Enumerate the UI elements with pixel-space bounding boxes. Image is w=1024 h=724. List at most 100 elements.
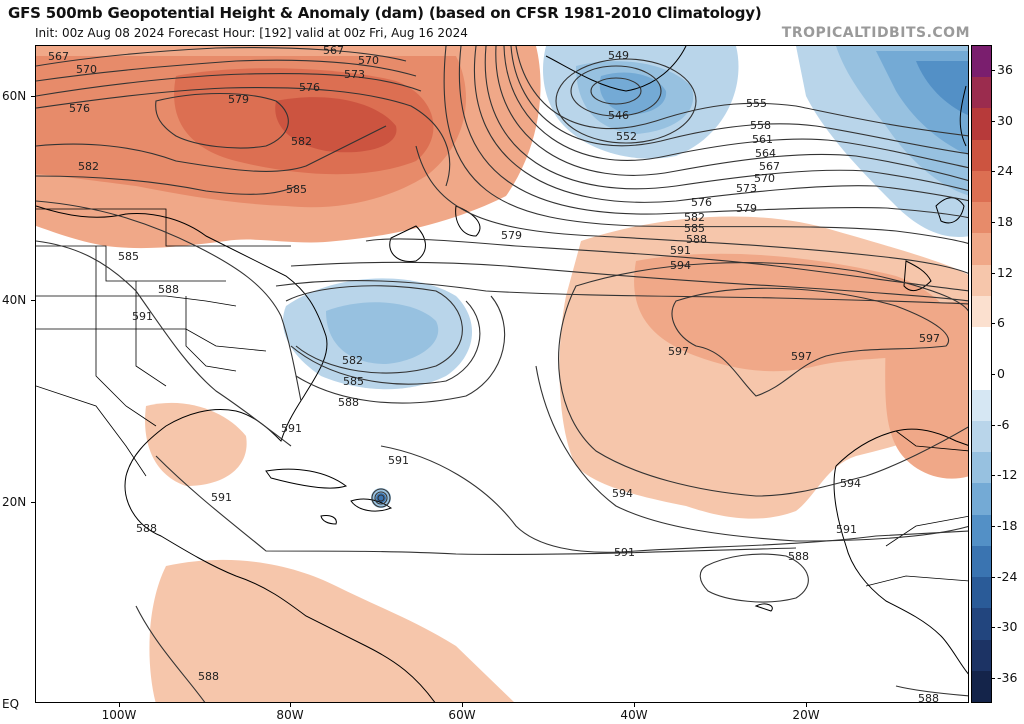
contour-588 — [36, 200, 302, 402]
contour-label: 585 — [684, 222, 705, 235]
contour-597 — [671, 287, 950, 397]
colorbar-label: 24 — [997, 163, 1013, 179]
colorbar-label: -24 — [997, 568, 1018, 584]
contour-558 — [510, 46, 968, 155]
colorbar-tick — [992, 171, 995, 173]
colorbar-band — [972, 514, 991, 547]
contour-552 — [555, 58, 697, 144]
colorbar-band — [972, 639, 991, 672]
contour-label: 597 — [791, 350, 812, 363]
colorbar-label: 30 — [997, 112, 1013, 128]
contour-storm-1 — [371, 488, 391, 508]
colorbar-label: -12 — [997, 467, 1018, 483]
colorbar-band — [972, 108, 991, 141]
lat-tick — [31, 300, 35, 301]
colorbar-label: -18 — [997, 518, 1018, 533]
contour-label: 588 — [788, 550, 809, 563]
colorbar-tick — [992, 120, 995, 122]
contour-label: 591 — [614, 546, 635, 559]
contour-labels: 567 570 576 579 576 573 570 567 582 582 … — [48, 46, 940, 703]
contour-label: 579 — [501, 229, 522, 242]
contour-579 — [155, 92, 289, 149]
anomaly-negative-eastcoast-core — [326, 302, 439, 364]
contour-label: 579 — [736, 202, 757, 215]
lon-tick — [462, 703, 463, 707]
colorbar-band — [972, 545, 991, 578]
colorbar-label: 6 — [997, 315, 1005, 331]
colorbar-band — [972, 670, 991, 703]
colorbar-tick — [992, 526, 995, 527]
contour-579b — [415, 145, 968, 274]
colorbar-label: 36 — [997, 62, 1013, 77]
colorbar-band — [972, 389, 991, 422]
lat-label-eq: EQ — [2, 697, 20, 711]
colorbar-band — [972, 202, 991, 234]
contour-label: 552 — [616, 130, 637, 143]
contour-label: 585 — [118, 250, 139, 263]
contour-label: 594 — [670, 259, 691, 272]
colorbar-band — [972, 264, 991, 297]
contour-567 — [36, 47, 407, 67]
contour-576b — [443, 46, 968, 244]
contour-564 — [495, 46, 968, 182]
lon-tick — [806, 703, 807, 707]
map-subtitle: Init: 00z Aug 08 2024 Forecast Hour: [19… — [35, 26, 468, 40]
contour-label: 555 — [746, 97, 767, 110]
contour-label: 546 — [608, 109, 629, 122]
colorbar-band — [972, 608, 991, 641]
contour-storm-2 — [374, 491, 388, 505]
contour-label: 588 — [338, 396, 359, 409]
colorbar-tick — [992, 475, 995, 477]
colorbar-label: -30 — [997, 619, 1018, 635]
contour-573 — [36, 72, 422, 97]
weather-map[interactable]: 567 570 576 579 576 573 570 567 582 582 … — [35, 45, 969, 703]
contour-label: 567 — [48, 50, 69, 63]
contour-label: 591 — [132, 310, 153, 323]
contour-585b — [290, 261, 968, 302]
contour-591d — [155, 455, 797, 556]
colorbar-band — [972, 170, 991, 203]
colorbar-band — [972, 483, 991, 516]
colorbar-tick — [992, 424, 995, 426]
contour-label: 576 — [69, 102, 90, 115]
contour-label: 582 — [78, 160, 99, 173]
contour-label: 561 — [752, 133, 773, 146]
contour-588e — [895, 685, 968, 697]
lat-tick — [31, 96, 35, 97]
contour-label: 591 — [281, 422, 302, 435]
colorbar-band — [972, 420, 991, 453]
colorbar-label: 18 — [997, 214, 1013, 229]
contour-561 — [503, 46, 968, 169]
colorbar-tick — [992, 678, 995, 679]
colorbar-band — [972, 46, 991, 78]
colorbar-label: -36 — [997, 670, 1018, 685]
colorbar-label: -6 — [997, 416, 1010, 432]
anomaly-positive-africa — [885, 301, 968, 479]
contour-label: 588 — [918, 692, 939, 703]
contour-label: 591 — [670, 244, 691, 257]
contour-trough-585 — [290, 300, 481, 385]
contour-label: 567 — [759, 160, 780, 173]
contour-573b — [458, 46, 968, 219]
colorbar-band — [972, 139, 991, 172]
contour-576 — [36, 87, 451, 187]
contour-label: 579 — [228, 93, 249, 106]
contour-594 — [558, 262, 968, 497]
contour-label: 558 — [750, 119, 771, 132]
colorbar — [971, 45, 992, 703]
lon-tick — [290, 703, 291, 707]
contour-567b — [484, 46, 968, 192]
contour-label: 570 — [754, 172, 775, 185]
contour-label: 585 — [343, 375, 364, 388]
lon-tick — [119, 703, 120, 707]
contour-trough-582 — [285, 285, 463, 374]
anomaly-positive-atlantic-core — [634, 253, 957, 372]
colorbar-band — [972, 358, 991, 391]
contour-label: 570 — [76, 63, 97, 76]
borders — [36, 208, 968, 587]
contour-582a — [36, 125, 387, 172]
contour-label: 594 — [840, 477, 861, 490]
colorbar-band — [972, 327, 991, 359]
colorbar-tick — [992, 374, 995, 375]
contour-label: 588 — [198, 670, 219, 683]
